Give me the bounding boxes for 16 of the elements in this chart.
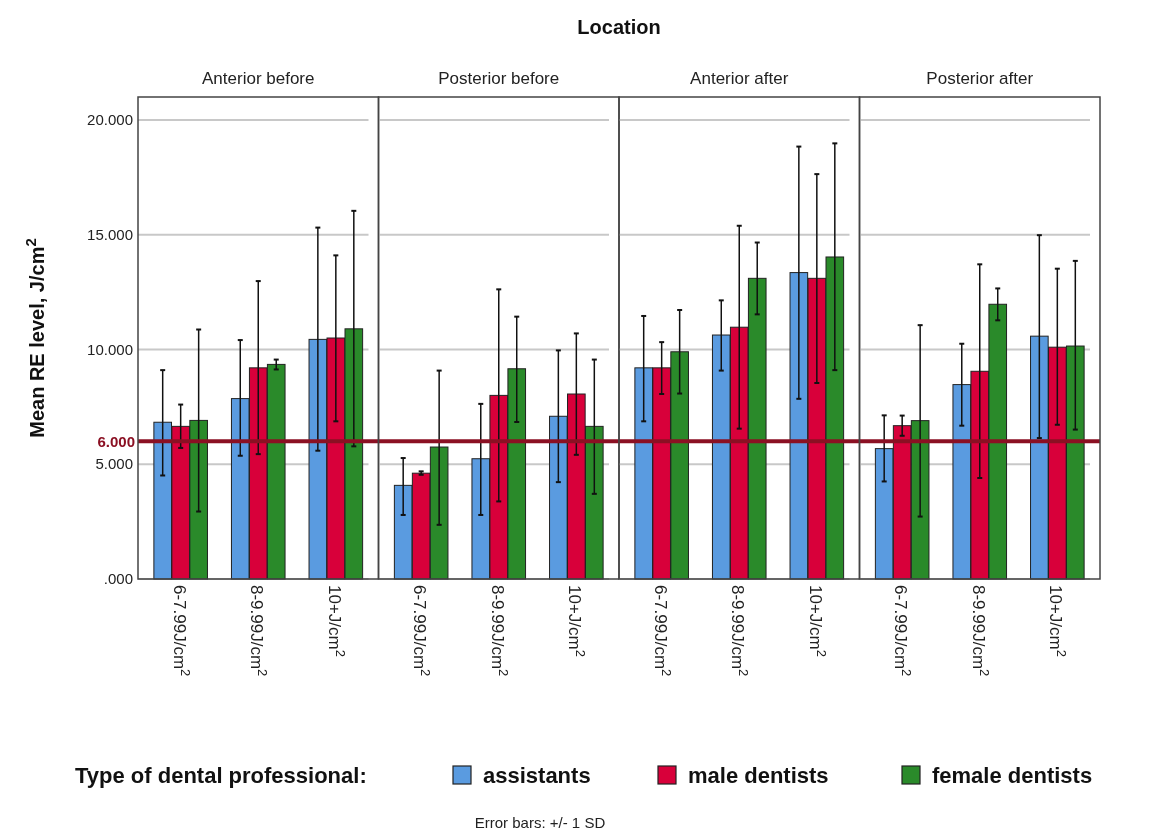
chart-title: Posterior before <box>438 69 560 88</box>
y-tick-label: 20.000 <box>87 111 133 129</box>
chart-title: Anterior before <box>202 69 315 88</box>
y-tick-label: .000 <box>103 570 133 588</box>
legend-label: male dentists <box>688 762 829 788</box>
text: Error bars: +/- 1 SD <box>474 814 606 831</box>
ref-line-label: 6.000 <box>97 432 135 450</box>
y-tick-label: 15.000 <box>87 225 133 243</box>
text: Location <box>577 16 661 38</box>
legend-label: female dentists <box>932 762 1093 788</box>
y-tick-label: 10.000 <box>87 340 133 358</box>
chart-title: Anterior after <box>690 69 789 88</box>
y-tick-label: 5.000 <box>95 455 133 473</box>
chart-title: Posterior after <box>926 69 1034 88</box>
legend-title: Type of dental professional: <box>75 762 367 788</box>
legend-label: assistants <box>483 762 591 788</box>
